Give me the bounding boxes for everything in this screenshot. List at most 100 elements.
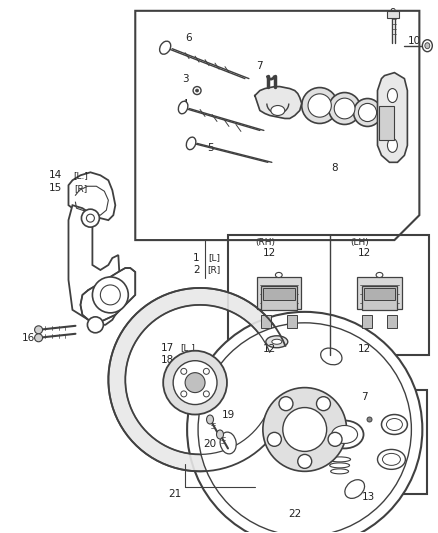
Ellipse shape — [186, 137, 196, 150]
Text: 18: 18 — [161, 354, 174, 365]
Polygon shape — [255, 86, 302, 118]
Text: (RH): (RH) — [255, 238, 275, 247]
Bar — [228, 235, 429, 355]
Ellipse shape — [388, 139, 397, 152]
Circle shape — [100, 285, 120, 305]
Circle shape — [198, 323, 411, 533]
Ellipse shape — [386, 418, 403, 431]
Text: (LH): (LH) — [350, 238, 369, 247]
Text: 12: 12 — [358, 248, 371, 258]
Polygon shape — [362, 315, 372, 328]
Circle shape — [92, 277, 128, 313]
Ellipse shape — [378, 449, 406, 470]
Bar — [362, 286, 397, 310]
Text: 22: 22 — [288, 509, 301, 519]
Circle shape — [268, 432, 281, 446]
Polygon shape — [109, 288, 285, 471]
Polygon shape — [378, 72, 407, 163]
Text: [L]: [L] — [208, 254, 220, 263]
Text: 14: 14 — [49, 170, 62, 180]
Text: 7: 7 — [361, 392, 368, 401]
Polygon shape — [387, 315, 397, 328]
Ellipse shape — [388, 88, 397, 102]
Ellipse shape — [332, 425, 357, 443]
Bar — [357, 277, 402, 309]
Bar — [388, 11, 399, 18]
Ellipse shape — [330, 463, 350, 468]
Polygon shape — [68, 205, 120, 325]
Circle shape — [187, 312, 422, 533]
Text: 10: 10 — [408, 36, 421, 46]
Circle shape — [173, 361, 217, 405]
Ellipse shape — [422, 40, 432, 52]
Text: [L.]: [L.] — [180, 343, 195, 352]
Text: 11: 11 — [322, 353, 335, 363]
Circle shape — [181, 368, 187, 374]
Circle shape — [203, 368, 209, 374]
Polygon shape — [68, 172, 115, 220]
Text: 12: 12 — [358, 344, 371, 354]
Bar — [263, 288, 295, 300]
Text: 4: 4 — [182, 99, 188, 109]
Ellipse shape — [353, 99, 381, 126]
Circle shape — [283, 408, 327, 451]
Circle shape — [86, 214, 95, 222]
Text: [R]: [R] — [207, 265, 221, 274]
Text: 3: 3 — [182, 74, 188, 84]
Ellipse shape — [302, 87, 338, 124]
Circle shape — [298, 455, 312, 469]
Polygon shape — [81, 268, 135, 322]
Ellipse shape — [216, 430, 223, 439]
Ellipse shape — [196, 89, 198, 92]
Text: 13: 13 — [362, 492, 375, 502]
Text: [R]: [R] — [74, 184, 87, 193]
Ellipse shape — [276, 272, 282, 278]
Bar — [261, 286, 297, 310]
Text: 21: 21 — [169, 489, 182, 499]
Text: 16: 16 — [22, 333, 35, 343]
Circle shape — [263, 387, 346, 471]
Text: 1: 1 — [193, 253, 199, 263]
Ellipse shape — [328, 93, 360, 124]
Ellipse shape — [220, 432, 236, 454]
Text: 2: 2 — [193, 265, 199, 275]
Ellipse shape — [266, 336, 288, 348]
Ellipse shape — [308, 94, 331, 117]
Ellipse shape — [381, 415, 407, 434]
Ellipse shape — [376, 272, 383, 278]
Ellipse shape — [331, 469, 349, 474]
Circle shape — [88, 317, 103, 333]
Circle shape — [81, 209, 99, 227]
Ellipse shape — [345, 480, 364, 498]
Ellipse shape — [321, 348, 342, 365]
Ellipse shape — [326, 421, 364, 448]
Text: 7: 7 — [257, 61, 263, 71]
Text: 15: 15 — [49, 183, 62, 193]
Ellipse shape — [159, 41, 171, 54]
Text: 19: 19 — [221, 409, 235, 419]
Ellipse shape — [382, 454, 400, 465]
Text: [L.]: [L.] — [73, 171, 88, 180]
Ellipse shape — [367, 417, 372, 422]
Text: [R]: [R] — [181, 355, 195, 364]
Text: 20: 20 — [204, 439, 217, 449]
Text: 9: 9 — [389, 8, 396, 18]
Ellipse shape — [425, 43, 430, 49]
Ellipse shape — [193, 86, 201, 94]
Ellipse shape — [272, 340, 282, 344]
Ellipse shape — [35, 326, 42, 334]
Circle shape — [317, 397, 330, 410]
Bar — [257, 277, 301, 309]
Text: 12: 12 — [263, 344, 276, 354]
Text: 12: 12 — [263, 248, 276, 258]
Ellipse shape — [358, 103, 377, 122]
Polygon shape — [379, 106, 395, 140]
Circle shape — [181, 391, 187, 397]
Circle shape — [279, 397, 293, 410]
Text: 17: 17 — [161, 343, 174, 353]
Circle shape — [328, 432, 342, 446]
Circle shape — [163, 351, 227, 415]
Ellipse shape — [178, 101, 188, 114]
Ellipse shape — [328, 457, 350, 462]
Text: 5: 5 — [207, 143, 213, 154]
